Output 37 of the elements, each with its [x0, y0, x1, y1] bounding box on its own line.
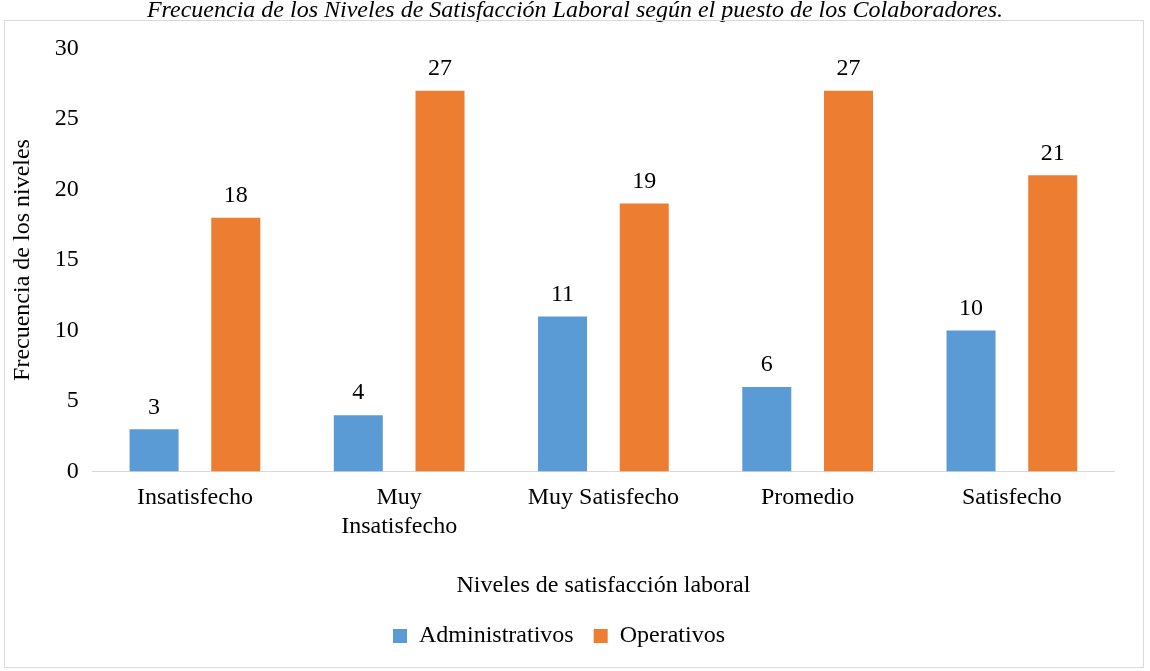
y-tick-label: 15	[54, 245, 79, 272]
data-label: 19	[632, 166, 657, 193]
y-tick-label: 10	[54, 315, 79, 342]
legend-label: Operativos	[619, 621, 725, 648]
x-tick-label: Muy Insatisfecho	[341, 483, 458, 539]
bar	[538, 316, 588, 472]
bar	[1028, 175, 1078, 472]
y-tick-label: 30	[54, 33, 79, 60]
legend-label: Administrativos	[419, 621, 574, 648]
y-tick-label: 20	[54, 174, 79, 201]
data-label: 27	[836, 54, 861, 81]
data-label: 10	[959, 293, 984, 320]
bar	[946, 330, 996, 472]
x-tick-label: Muy Satisfecho	[527, 483, 680, 510]
bar	[211, 217, 261, 472]
y-tick-label: 5	[66, 386, 79, 413]
y-tick-label: 25	[54, 104, 79, 131]
x-axis-title: Niveles de satisfacción laboral	[456, 570, 751, 597]
chart-title: Frecuencia de los Niveles de Satisfacción Laboral según el puesto de los Colaboradores.	[145, 0, 1005, 23]
bar	[333, 415, 383, 472]
y-tick-label: 0	[66, 456, 79, 483]
data-label: 27	[428, 54, 453, 81]
data-label: 3	[148, 392, 161, 419]
data-label: 6	[760, 350, 773, 377]
y-axis-title: Frecuencia de los niveles	[7, 139, 34, 381]
x-tick-label: Satisfecho	[961, 483, 1062, 510]
bar	[129, 429, 179, 472]
data-label: 18	[223, 180, 248, 207]
bar	[742, 386, 792, 472]
data-label: 11	[551, 279, 575, 306]
bar	[823, 90, 873, 472]
x-tick-label: Insatisfecho	[136, 483, 253, 510]
data-label: 4	[352, 378, 365, 405]
bar	[619, 203, 669, 472]
x-tick-label: Promedio	[760, 483, 855, 510]
data-label: 21	[1040, 138, 1065, 165]
bar	[415, 90, 465, 472]
